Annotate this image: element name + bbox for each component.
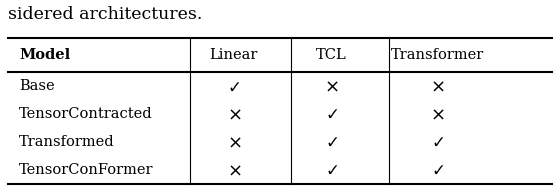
Text: $\times$: $\times$: [226, 105, 241, 123]
Text: Base: Base: [19, 79, 55, 93]
Text: Transformer: Transformer: [391, 48, 484, 62]
Text: $\checkmark$: $\checkmark$: [431, 133, 444, 151]
Text: Transformed: Transformed: [19, 135, 115, 149]
Text: $\checkmark$: $\checkmark$: [325, 105, 338, 123]
Text: TensorConFormer: TensorConFormer: [19, 163, 154, 177]
Text: $\times$: $\times$: [226, 161, 241, 179]
Text: $\times$: $\times$: [324, 77, 339, 95]
Text: $\checkmark$: $\checkmark$: [325, 161, 338, 179]
Text: TCL: TCL: [316, 48, 347, 62]
Text: $\checkmark$: $\checkmark$: [325, 133, 338, 151]
Text: $\times$: $\times$: [226, 133, 241, 151]
Text: Model: Model: [19, 48, 71, 62]
Text: sidered architectures.: sidered architectures.: [8, 6, 203, 23]
Text: $\checkmark$: $\checkmark$: [227, 77, 240, 95]
Text: $\checkmark$: $\checkmark$: [431, 161, 444, 179]
Text: $\times$: $\times$: [430, 105, 445, 123]
Text: Linear: Linear: [209, 48, 258, 62]
Text: $\times$: $\times$: [430, 77, 445, 95]
Text: TensorContracted: TensorContracted: [19, 107, 153, 121]
